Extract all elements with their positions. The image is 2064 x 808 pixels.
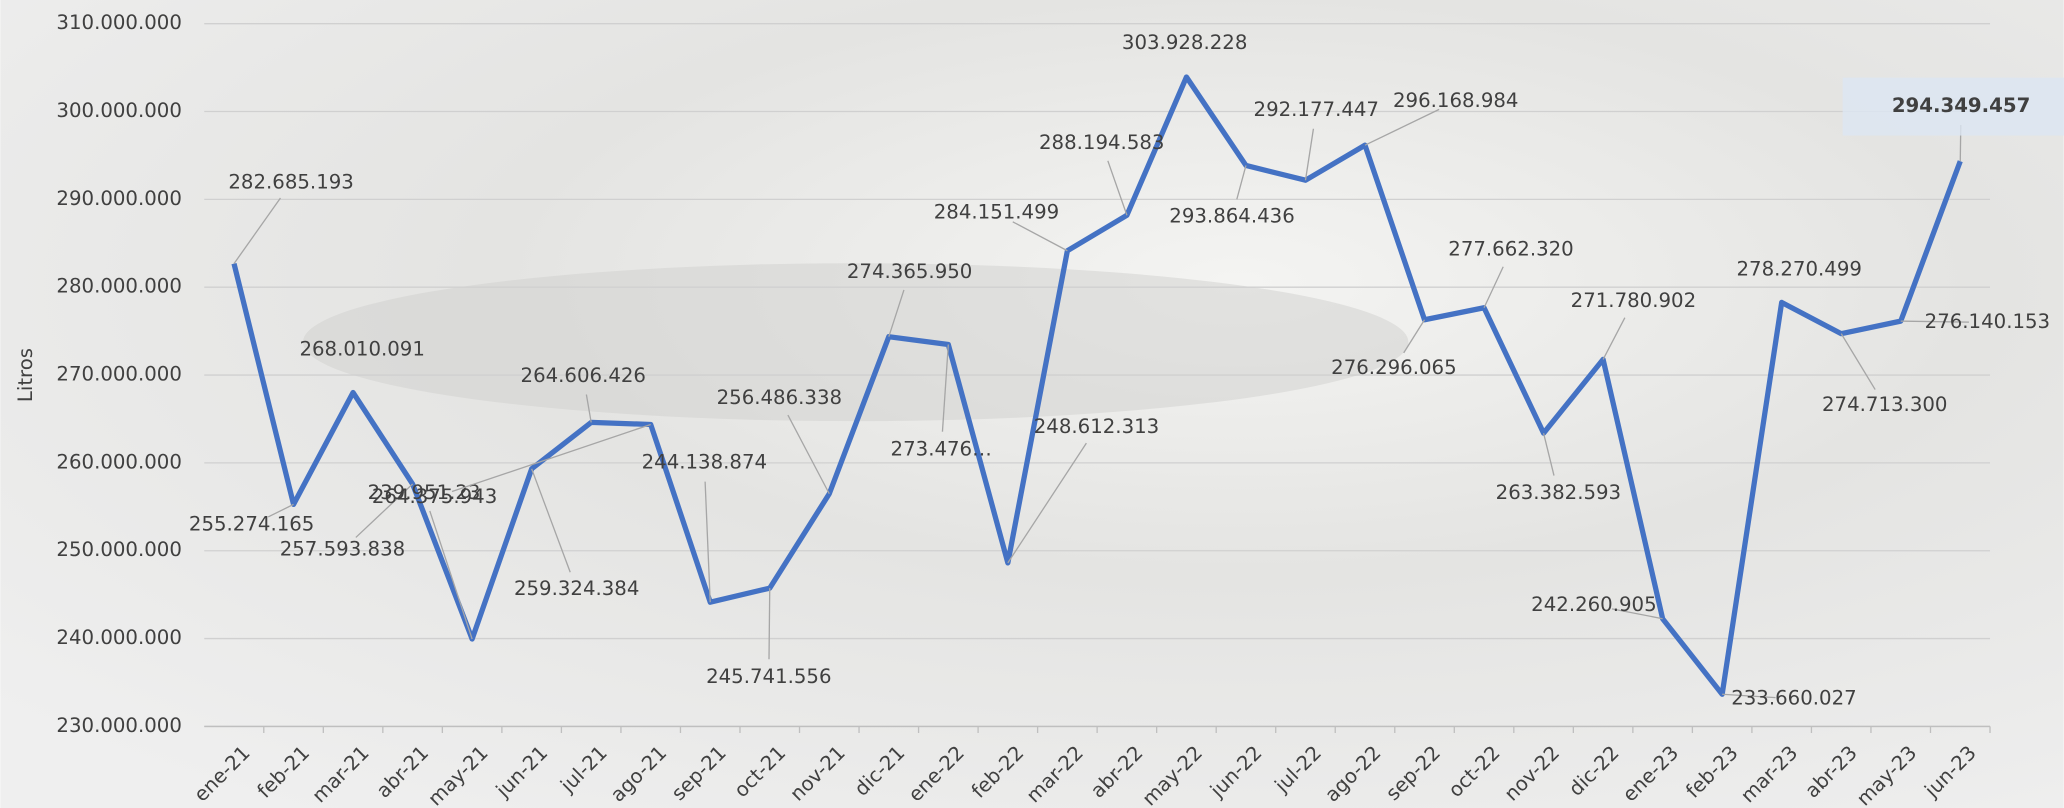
leader-line xyxy=(1840,333,1876,390)
data-label: 282.685.193 xyxy=(228,170,353,193)
y-tick-label: 310.000.000 xyxy=(56,11,181,34)
data-label: 278.270.499 xyxy=(1736,257,1861,280)
y-tick-label: 290.000.000 xyxy=(56,187,181,210)
data-label: 288.194.583 xyxy=(1039,131,1164,154)
leader-line xyxy=(1304,128,1315,181)
y-tick-label: 260.000.000 xyxy=(56,450,181,473)
y-tick-label: 230.000.000 xyxy=(56,714,181,737)
leader-line xyxy=(1542,433,1555,476)
leader-line xyxy=(888,289,905,337)
leader-line xyxy=(1007,442,1087,564)
data-label: 255.274.165 xyxy=(189,513,314,536)
data-label: 264.606.426 xyxy=(521,364,646,387)
data-label: 259.324.384 xyxy=(514,577,639,600)
leader-line xyxy=(768,588,771,660)
leader-line xyxy=(1602,317,1626,360)
y-tick-label: 280.000.000 xyxy=(56,275,181,298)
data-label: 276.296.065 xyxy=(1331,356,1456,379)
data-label: 256.486.338 xyxy=(717,386,842,409)
leader-line xyxy=(941,344,949,432)
data-label: 248.612.313 xyxy=(1034,415,1159,438)
background-shape xyxy=(302,263,1409,422)
series-line xyxy=(231,74,1963,697)
data-label: 294.349.457 xyxy=(1892,94,2030,117)
data-label: 303.928.228 xyxy=(1122,31,1247,54)
data-label: 263.382.593 xyxy=(1496,481,1621,504)
y-tick-label: 300.000.000 xyxy=(56,99,181,122)
y-tick-label: 270.000.000 xyxy=(56,363,181,386)
leader-line xyxy=(1611,608,1663,620)
data-label: 268.010.091 xyxy=(299,338,424,361)
leader-line xyxy=(1722,693,1776,699)
data-label: 274.365.950 xyxy=(847,260,972,283)
data-label: 244.138.874 xyxy=(642,451,767,474)
data-label: 284.151.499 xyxy=(934,201,1059,224)
leader-line xyxy=(267,503,294,518)
data-label: 242.260.905 xyxy=(1531,593,1656,616)
data-label: 271.780.902 xyxy=(1571,289,1696,312)
data-label: 233.660.027 xyxy=(1731,686,1856,709)
data-label: 293.864.436 xyxy=(1169,205,1294,228)
data-label: 239.951.23 xyxy=(368,481,481,504)
data-label: 264.375.943 xyxy=(372,485,497,508)
leader-line xyxy=(704,481,711,603)
leader-line xyxy=(1107,160,1128,216)
leader-line xyxy=(585,394,592,423)
data-label: 292.177.447 xyxy=(1254,98,1379,121)
leader-line xyxy=(355,483,414,538)
label-highlight xyxy=(1842,77,2064,136)
leader-line xyxy=(451,423,651,493)
leader-line xyxy=(1012,221,1068,252)
leader-line xyxy=(531,468,571,573)
leader-line xyxy=(1483,266,1504,309)
leader-line xyxy=(1364,108,1440,146)
data-label: 245.741.556 xyxy=(706,665,831,688)
leader-line xyxy=(1403,319,1426,354)
data-label: 274.713.300 xyxy=(1822,393,1947,416)
data-label: 296.168.984 xyxy=(1393,89,1518,112)
leader-line xyxy=(1236,165,1247,200)
data-label: 257.593.838 xyxy=(280,538,405,561)
y-tick-label: 240.000.000 xyxy=(56,626,181,649)
leader-line xyxy=(429,510,473,640)
leader-line xyxy=(1900,320,1969,323)
y-tick-label: 250.000.000 xyxy=(56,538,181,561)
data-label: 273.476… xyxy=(891,438,992,461)
data-label: 276.140.153 xyxy=(1925,310,2050,333)
leader-line xyxy=(787,414,830,495)
y-axis-title: Litros xyxy=(14,348,37,402)
leader-line xyxy=(233,197,282,265)
data-label: 277.662.320 xyxy=(1448,238,1573,261)
